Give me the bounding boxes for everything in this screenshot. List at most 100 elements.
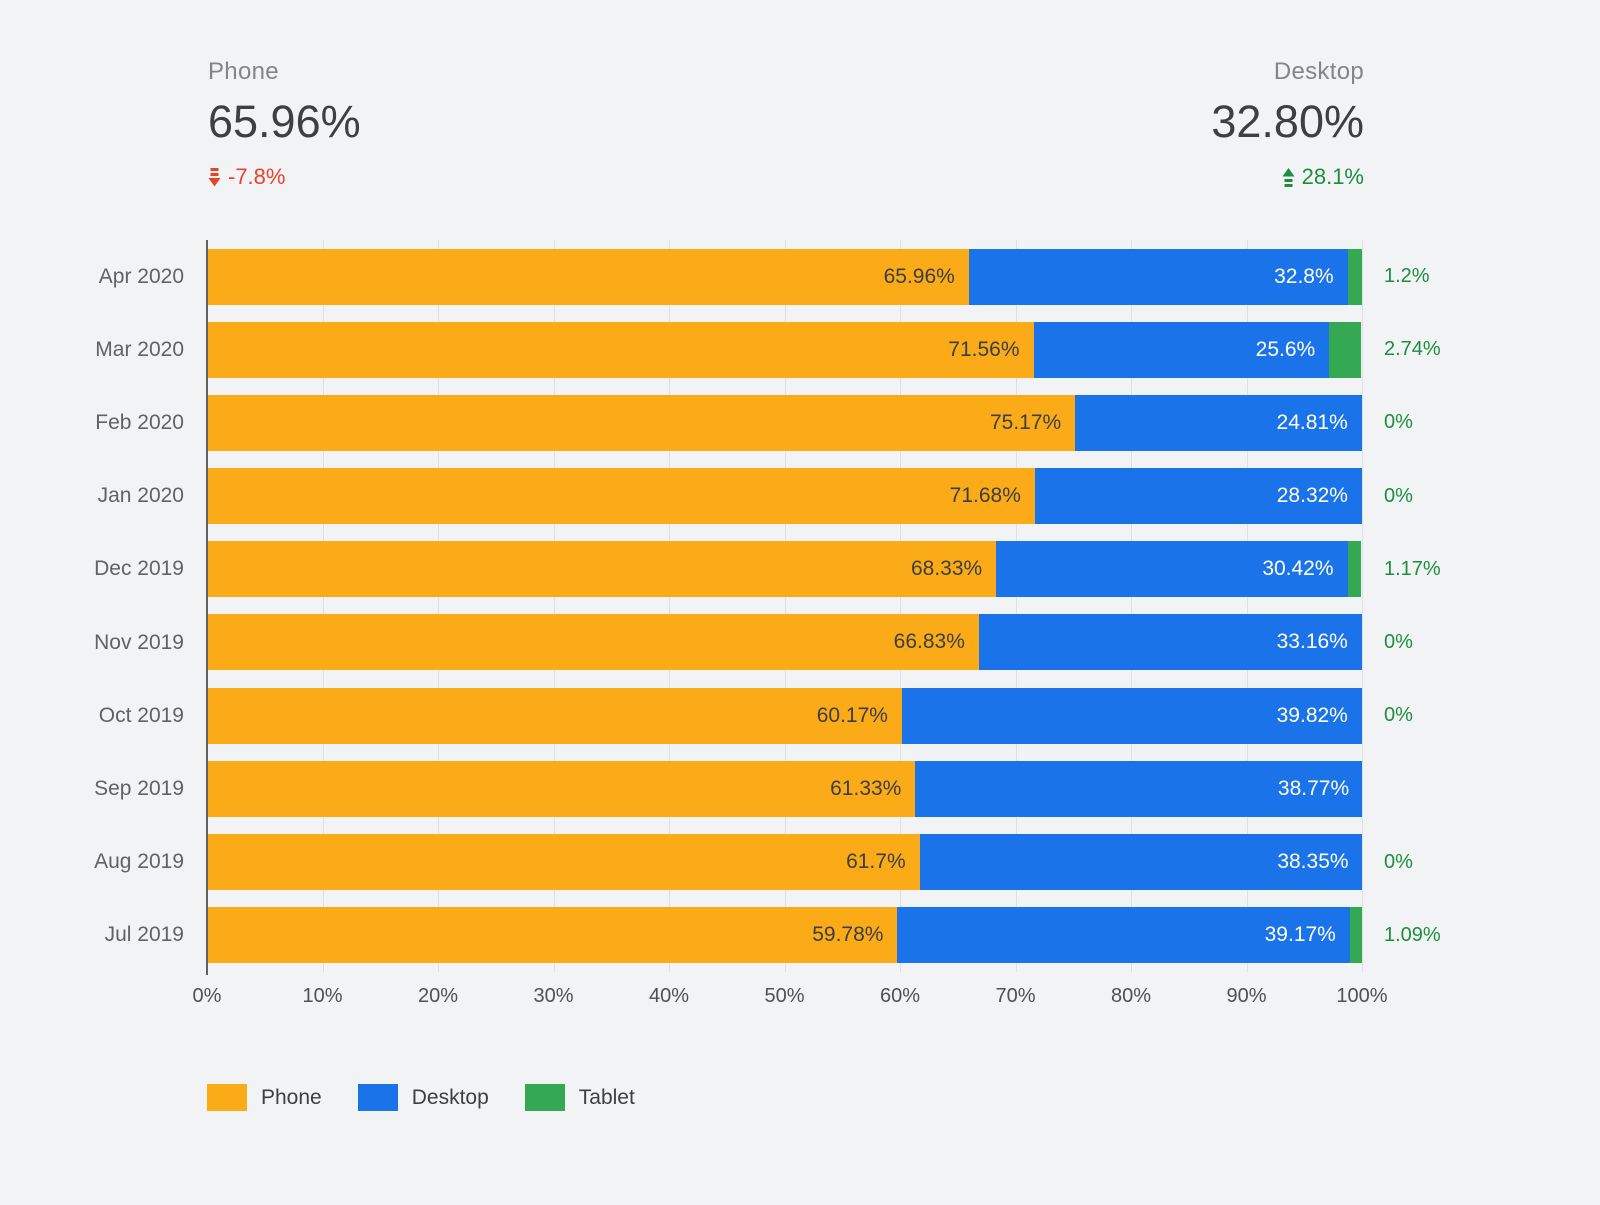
row-category-label: Jan 2020: [97, 484, 184, 508]
chart-row: Dec 2019 68.33% 30.42% 1.17%: [94, 533, 1441, 606]
phone-stat-value: 65.96%: [208, 96, 361, 147]
x-axis-tick-label: 20%: [417, 985, 459, 1007]
x-axis-tick-label: 80%: [1110, 985, 1152, 1007]
bar-value-label: 68.33%: [910, 557, 983, 581]
bar-value-label: 60.17%: [816, 703, 888, 727]
gridline: [1246, 240, 1248, 972]
arrow-down-icon: [208, 167, 221, 186]
bar-segment-desktop[interactable]: 39.17%: [897, 907, 1350, 964]
desktop-stat-delta: 28.1%: [1211, 164, 1364, 190]
legend-item-phone[interactable]: Phone: [207, 1084, 322, 1111]
phone-delta-text: -7.8%: [228, 164, 286, 189]
y-axis-line: [206, 240, 208, 975]
bar-segment-phone[interactable]: 65.96%: [207, 248, 969, 305]
bar-segment-tablet[interactable]: [1349, 907, 1362, 964]
bar-segment-tablet[interactable]: [1329, 321, 1361, 378]
bar-segment-desktop[interactable]: 24.81%: [1075, 394, 1362, 451]
x-axis-tick-label: 10%: [302, 985, 343, 1007]
x-axis-tick-label: 30%: [533, 985, 574, 1007]
bar-segment-desktop[interactable]: 32.8%: [968, 248, 1348, 305]
row-category-label: Feb 2020: [95, 410, 184, 434]
bar-segment-tablet[interactable]: [1347, 248, 1362, 305]
x-axis: 0% 10% 20% 30% 40% 50% 60% 70% 80% 90% 100%: [193, 985, 1388, 1011]
legend-label: Desktop: [411, 1085, 489, 1109]
bar-segment-desktop[interactable]: 25.6%: [1033, 321, 1330, 378]
bar-segment-phone[interactable]: 66.83%: [207, 614, 979, 671]
bar-value-label: 66.83%: [893, 630, 965, 654]
bar-segment-tablet[interactable]: [1347, 541, 1362, 598]
bar-segment-phone[interactable]: 71.68%: [207, 468, 1035, 525]
x-axis-tick-label: 40%: [648, 985, 690, 1007]
row-category-label: Sep 2019: [94, 776, 184, 800]
bar-segment-phone[interactable]: 71.56%: [207, 321, 1034, 378]
desktop-stat-card: Desktop 32.80% 28.1%: [1211, 58, 1364, 190]
gridline: [438, 240, 439, 972]
bar-value-label: 38.35%: [1277, 850, 1349, 873]
bar-segment-desktop[interactable]: 38.35%: [919, 834, 1362, 890]
bar-track: 61.7% 38.35%: [207, 834, 1362, 890]
row-category-label: Apr 2020: [98, 264, 184, 288]
bar-value-label: 28.32%: [1276, 484, 1348, 508]
phone-stat-delta: -7.8%: [208, 164, 361, 190]
chart-row: Apr 2020 65.96% 32.8% 1.2%: [99, 240, 1430, 313]
phone-stat-label: Phone: [208, 58, 279, 85]
legend-label: Tablet: [578, 1085, 635, 1109]
bar-value-label: 65.96%: [883, 264, 955, 288]
row-category-label: Aug 2019: [94, 850, 184, 874]
tablet-value-label: 1.2%: [1384, 265, 1430, 288]
phone-stat-card: Phone 65.96% -7.8%: [208, 58, 361, 190]
tablet-value-label: 0%: [1384, 704, 1413, 727]
stacked-bar-chart: Apr 2020 65.96% 32.8% 1.2% Mar 2020 71.56% 25.…: [94, 240, 1441, 1007]
bar-segment-phone[interactable]: 60.17%: [207, 687, 902, 744]
gridline: [900, 240, 901, 972]
bar-segment-desktop[interactable]: 30.42%: [996, 541, 1348, 598]
bar-value-label: 39.17%: [1264, 923, 1336, 947]
gridline: [553, 240, 555, 972]
bar-segment-phone[interactable]: 61.7%: [207, 834, 920, 890]
arrow-up-icon: [1282, 167, 1295, 187]
bar-track: 71.68% 28.32%: [207, 468, 1362, 525]
chart-row: Mar 2020 71.56% 25.6% 2.74%: [95, 313, 1441, 386]
bar-value-label: 39.82%: [1276, 703, 1348, 727]
bar-track: 75.17% 24.81%: [207, 394, 1362, 451]
row-category-label: Mar 2020: [95, 337, 184, 361]
bar-segment-phone[interactable]: 68.33%: [207, 541, 997, 598]
legend-item-desktop[interactable]: Desktop: [357, 1084, 489, 1111]
tablet-value-label: 1.09%: [1384, 923, 1441, 946]
desktop-delta-text: 28.1%: [1301, 164, 1364, 189]
x-axis-tick-label: 0%: [192, 985, 222, 1007]
gridline: [1015, 240, 1017, 972]
bar-segment-desktop[interactable]: 33.16%: [978, 614, 1362, 671]
bar-segment-desktop[interactable]: 28.32%: [1034, 468, 1362, 525]
chart-row: Oct 2019 60.17% 39.82% 0%: [99, 679, 1413, 752]
bar-value-label: 33.16%: [1276, 630, 1348, 654]
chart-row: Jul 2019 59.78% 39.17% 1.09%: [105, 899, 1441, 972]
bar-segment-phone[interactable]: 59.78%: [207, 907, 898, 964]
bar-segment-phone[interactable]: 61.33%: [207, 760, 916, 817]
gridline: [669, 240, 670, 972]
legend-label: Phone: [261, 1085, 322, 1109]
chart-legend: Phone Desktop Tablet: [207, 1084, 635, 1111]
bar-value-label: 30.42%: [1262, 557, 1334, 581]
bar-value-label: 38.77%: [1277, 776, 1350, 800]
bar-track: 66.83% 33.16%: [207, 614, 1362, 671]
bar-value-label: 32.8%: [1274, 264, 1334, 288]
bar-track: 60.17% 39.82%: [207, 687, 1362, 744]
gridline: [1131, 240, 1132, 972]
x-axis-tick-label: 50%: [764, 985, 805, 1007]
bar-segment-desktop[interactable]: 39.82%: [901, 687, 1362, 744]
row-category-label: Dec 2019: [94, 557, 184, 581]
bar-track: 65.96% 32.8%: [207, 248, 1362, 305]
bar-segment-desktop[interactable]: 38.77%: [915, 760, 1362, 817]
bar-value-label: 75.17%: [989, 410, 1062, 434]
chart-rows: Apr 2020 65.96% 32.8% 1.2% Mar 2020 71.56% 25.…: [94, 240, 1441, 972]
chart-row: Aug 2019 61.7% 38.35% 0%: [94, 826, 1413, 899]
bar-track: 61.33% 38.77%: [207, 760, 1362, 817]
bar-value-label: 25.6%: [1255, 337, 1316, 361]
legend-item-tablet[interactable]: Tablet: [524, 1084, 635, 1111]
bar-value-label: 71.68%: [949, 484, 1021, 508]
bar-value-label: 61.33%: [830, 776, 902, 800]
bar-track: 71.56% 25.6%: [207, 321, 1362, 378]
chart-row: Feb 2020 75.17% 24.81% 0%: [95, 386, 1413, 459]
bar-segment-phone[interactable]: 75.17%: [207, 394, 1076, 451]
